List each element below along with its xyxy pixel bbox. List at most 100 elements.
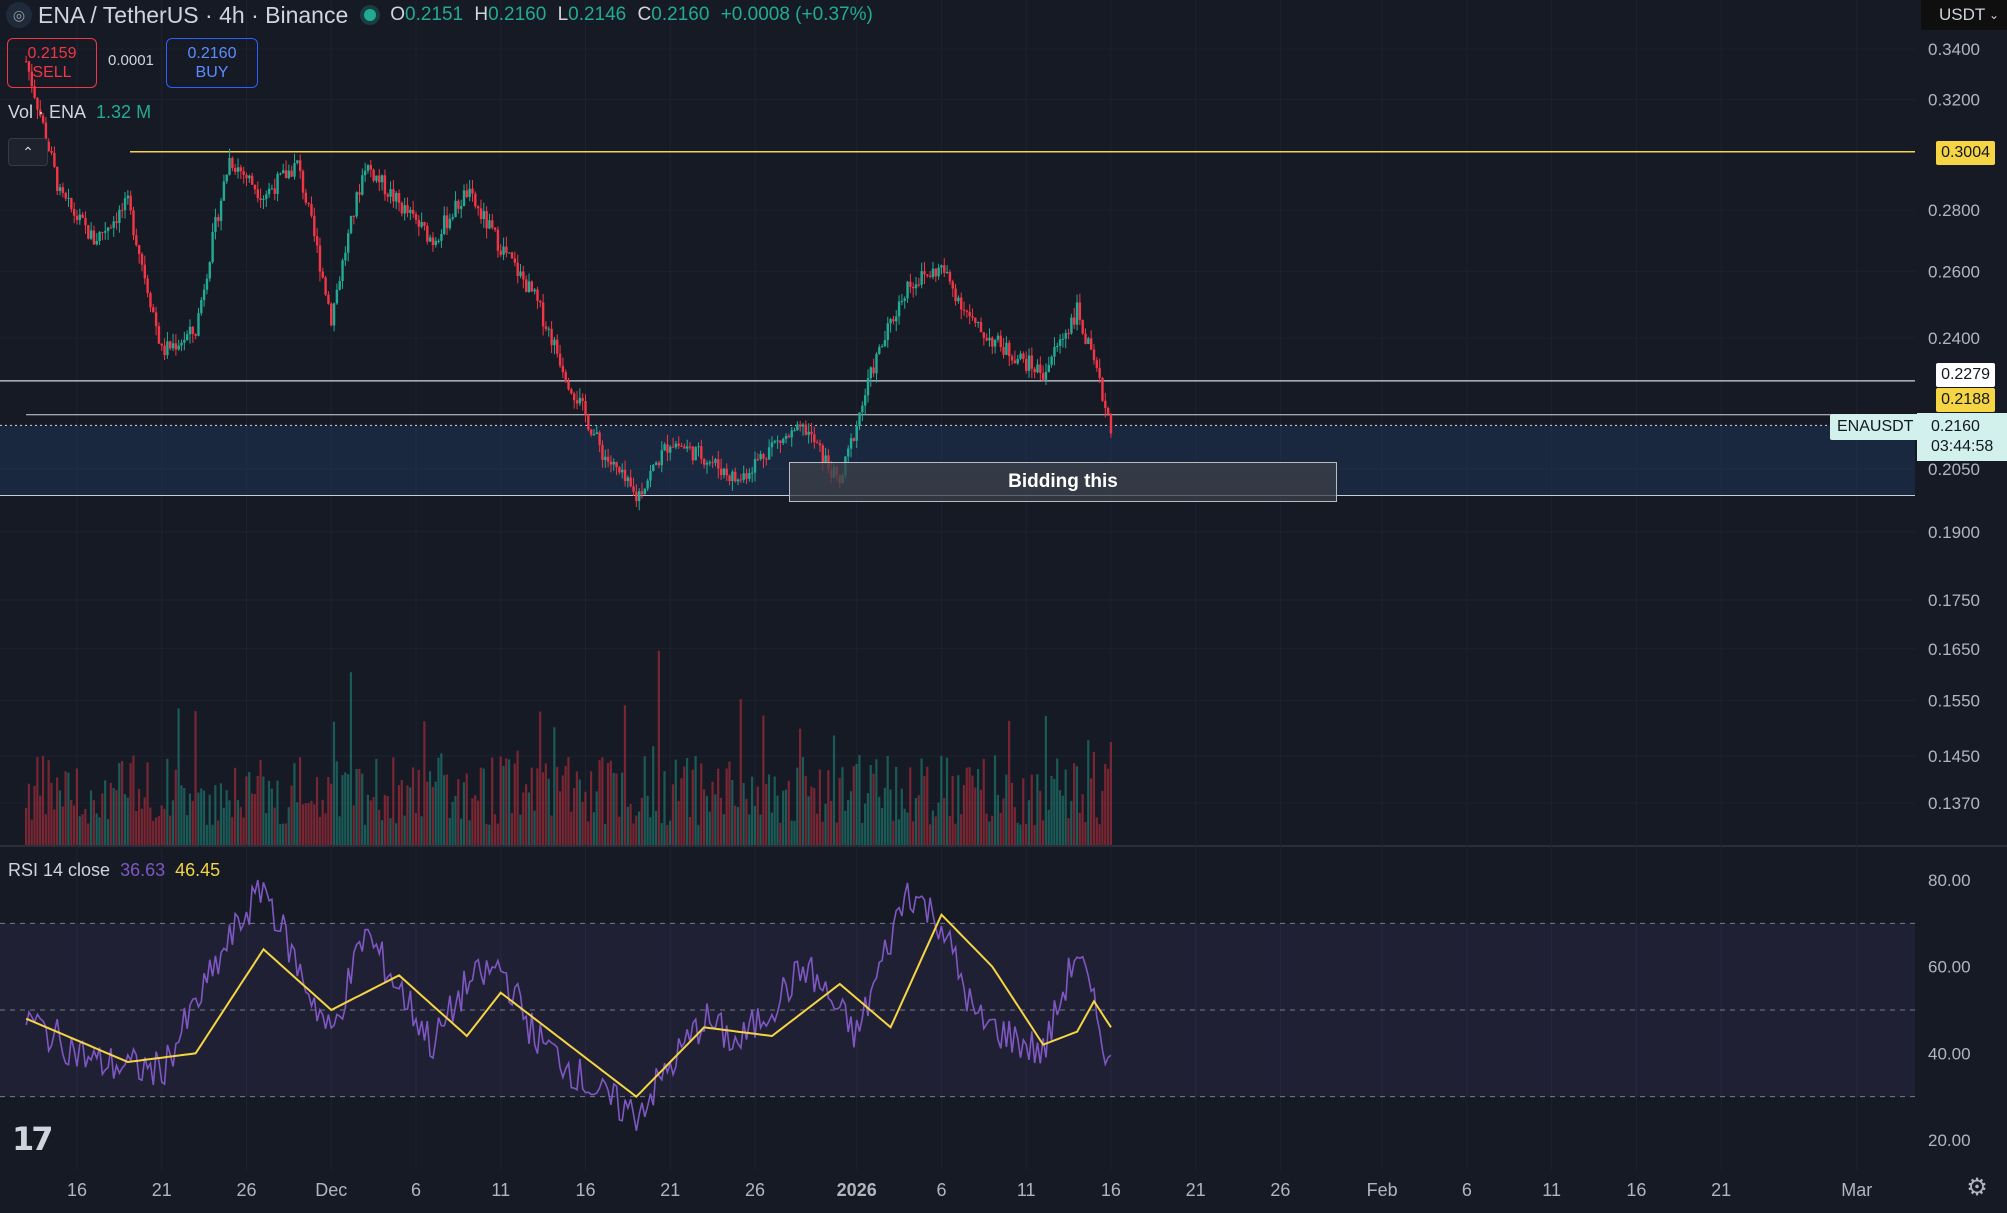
volume-bar xyxy=(417,769,420,845)
candle-body xyxy=(1070,317,1073,334)
volume-bar xyxy=(109,782,112,845)
candle-body xyxy=(522,271,525,280)
volume-bar xyxy=(564,765,567,845)
volume-bar xyxy=(875,759,878,845)
volume-bar xyxy=(609,760,612,845)
volume-bar xyxy=(231,817,234,845)
candle-body xyxy=(185,334,189,341)
volume-bar xyxy=(344,772,347,845)
candle-body xyxy=(530,281,534,292)
annotation-box[interactable]: Bidding this xyxy=(789,462,1337,502)
volume-bar xyxy=(649,817,652,845)
volume-bar xyxy=(838,777,841,845)
candle-body xyxy=(855,425,858,441)
volume-bar xyxy=(457,779,460,845)
volume-bar xyxy=(516,750,519,845)
volume-bar xyxy=(298,757,302,845)
volume-legend-name: Vol · ENA xyxy=(8,102,87,122)
candle-body xyxy=(810,431,813,435)
ohlc-change: +0.0008 (+0.37%) xyxy=(720,4,873,25)
volume-bar xyxy=(228,800,231,845)
candle-body xyxy=(691,446,695,461)
rsi-ma-value: 46.45 xyxy=(175,860,221,880)
volume-bar xyxy=(589,771,593,845)
volume-bar xyxy=(575,771,579,845)
volume-bar xyxy=(742,783,745,845)
candle-body xyxy=(779,440,782,443)
volume-bar xyxy=(451,801,454,845)
collapse-indicators-button[interactable]: ⌃ xyxy=(8,138,48,166)
candle-body xyxy=(471,188,474,194)
buy-button[interactable]: 0.2160 BUY xyxy=(166,38,258,88)
currency-select[interactable]: USDT ⌄ xyxy=(1921,0,2007,30)
volume-bar xyxy=(621,772,624,845)
candle-body xyxy=(304,192,308,203)
volume-bar xyxy=(1039,790,1042,845)
candle-body xyxy=(635,491,638,502)
volume-bar xyxy=(132,755,135,845)
sell-button[interactable]: 0.2159 SELL xyxy=(7,38,97,88)
time-axis-label: 16 xyxy=(1626,1180,1646,1200)
candle-body xyxy=(767,447,771,460)
candle-body xyxy=(426,225,429,242)
candle-body xyxy=(406,205,409,214)
candle-body xyxy=(135,235,138,246)
volume-bar xyxy=(539,711,542,845)
volume-bar xyxy=(801,757,805,845)
volume-bar xyxy=(847,799,850,845)
last-price: 0.2160 xyxy=(1931,418,1980,435)
volume-bar xyxy=(657,650,660,845)
candle-body xyxy=(307,202,310,204)
volume-bar xyxy=(578,779,581,845)
volume-bar xyxy=(183,788,186,845)
volume-bar xyxy=(895,766,898,845)
candle-body xyxy=(496,229,500,251)
settings-icon[interactable]: ⚙ xyxy=(1966,1174,1988,1201)
candle-body xyxy=(714,459,717,463)
candle-body xyxy=(431,237,435,246)
candle-body xyxy=(900,300,904,302)
volume-bar xyxy=(395,823,398,845)
candle-body xyxy=(558,353,562,366)
candle-body xyxy=(818,443,822,446)
volume-bar xyxy=(1109,741,1112,845)
candle-body xyxy=(310,203,313,216)
candle-body xyxy=(604,456,607,460)
candle-body xyxy=(403,205,406,214)
rsi-legend[interactable]: RSI 14 close 36.63 46.45 xyxy=(8,860,220,881)
candle-body xyxy=(98,231,101,241)
volume-bar xyxy=(886,756,889,845)
candle-body xyxy=(75,215,79,221)
volume-bar xyxy=(1022,778,1025,845)
candle-body xyxy=(273,188,276,194)
volume-bar xyxy=(595,791,598,845)
candle-body xyxy=(465,190,469,197)
volume-bar xyxy=(163,808,166,845)
candle-body xyxy=(1033,368,1036,373)
volume-bar xyxy=(27,783,30,845)
candle-body xyxy=(1041,373,1045,380)
candle-body xyxy=(1056,345,1059,347)
candle-body xyxy=(821,445,824,464)
candle-body xyxy=(578,397,582,404)
volume-bar xyxy=(64,771,67,845)
volume-bar xyxy=(567,756,570,845)
volume-bar xyxy=(866,793,869,845)
volume-bar xyxy=(431,786,434,845)
candle-body xyxy=(926,274,929,276)
volume-bar xyxy=(618,816,621,845)
symbol-title[interactable]: ENA / TetherUS · 4h · Binance xyxy=(38,1,349,28)
candle-body xyxy=(265,194,268,200)
volume-bar xyxy=(499,756,502,845)
candle-body xyxy=(700,446,703,459)
candle-body xyxy=(931,268,935,277)
candle-body xyxy=(67,197,70,199)
tradingview-logo-icon[interactable]: 17 xyxy=(12,1120,53,1158)
volume-bar xyxy=(177,708,180,845)
volume-legend[interactable]: Vol · ENA 1.32 M xyxy=(8,102,151,123)
candle-body xyxy=(499,250,502,255)
volume-bar xyxy=(304,803,307,845)
candle-body xyxy=(219,200,223,221)
spread-value: 0.0001 xyxy=(108,52,154,69)
